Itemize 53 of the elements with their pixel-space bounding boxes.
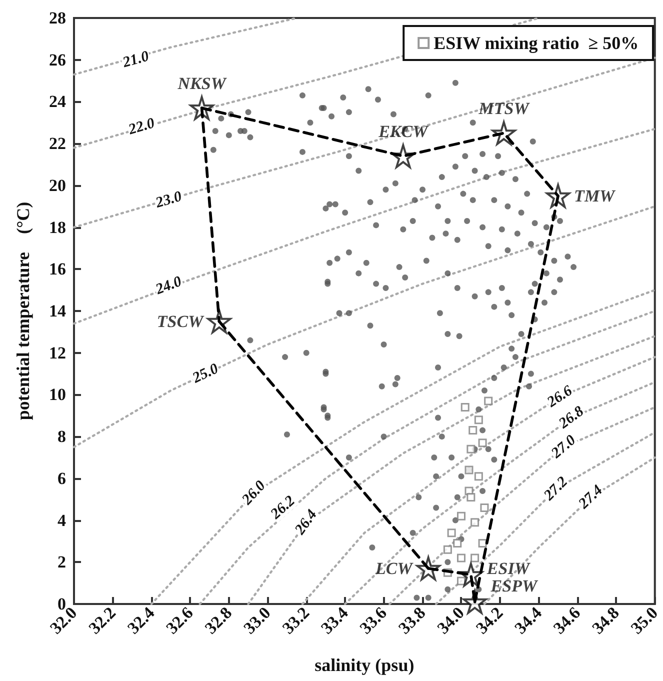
y-tick-label: 6 xyxy=(58,468,66,488)
x-tick-label: 33.6 xyxy=(356,603,391,638)
x-tick-label: 32.6 xyxy=(162,603,197,638)
series-label: EKCW xyxy=(378,122,430,142)
x-tick-label: 34.6 xyxy=(550,603,584,638)
y-tick-label: 26 xyxy=(49,50,66,70)
annotation: 23.0 xyxy=(153,188,184,212)
y-tick-label: 0 xyxy=(58,594,66,614)
series-label: MTSW xyxy=(478,99,531,118)
y-tick-label: 24 xyxy=(49,92,66,112)
annotation: 27.4 xyxy=(575,482,606,513)
annotation: 26.8 xyxy=(555,403,588,433)
series-label: ESIW xyxy=(486,559,532,578)
annotation: 24.0 xyxy=(152,274,184,298)
series-label: LCW xyxy=(374,558,414,578)
x-tick-label: 32.2 xyxy=(84,603,120,638)
y-tick-label: 12 xyxy=(49,343,66,362)
x-tick-label: 34.2 xyxy=(472,603,507,638)
annotation: 26.6 xyxy=(544,382,576,412)
y-tick-label: 4 xyxy=(58,510,66,530)
series-label: TSCW xyxy=(156,312,206,331)
annotation: 26.2 xyxy=(267,492,299,524)
annotation: 22.0 xyxy=(126,115,158,138)
x-tick-label: 33.8 xyxy=(394,603,430,638)
legend-label: ESIW mixing ratio ≥ 50% xyxy=(434,33,639,53)
x-tick-label: 35.0 xyxy=(627,603,662,638)
y-tick-label: 22 xyxy=(49,134,66,154)
x-tick-label: 33.4 xyxy=(317,602,352,638)
x-tick-label: 34.8 xyxy=(588,603,623,638)
x-tick-label: 32.4 xyxy=(124,602,159,638)
annotation: 27.2 xyxy=(540,474,572,505)
annotation: 25.0 xyxy=(189,360,222,388)
series-label: ESPW xyxy=(490,576,539,596)
x-tick-label: 32.8 xyxy=(201,603,236,638)
x-tick-label: 33.2 xyxy=(278,603,314,638)
y-tick-label: 8 xyxy=(58,427,66,446)
x-tick-label: 34.0 xyxy=(434,603,468,638)
x-axis-title: salinity (psu) xyxy=(314,655,414,675)
series-label: TMW xyxy=(574,186,617,206)
y-tick-label: 10 xyxy=(49,385,66,404)
y-tick-label: 20 xyxy=(49,176,66,195)
y-axis-title: potential temperature (°C) xyxy=(13,202,33,420)
y-tick-label: 18 xyxy=(49,218,66,237)
x-tick-label: 34.4 xyxy=(510,602,546,638)
x-tick-label: 33.0 xyxy=(240,603,274,638)
annotation: 21.0 xyxy=(120,48,152,72)
y-tick-label: 14 xyxy=(49,302,66,320)
y-tick-label: 28 xyxy=(49,8,66,28)
annotation: 27.0 xyxy=(548,432,580,462)
y-tick-label: 2 xyxy=(58,552,66,572)
annotation: 26.0 xyxy=(238,478,270,509)
series-label: NKSW xyxy=(176,74,228,93)
y-tick-label: 16 xyxy=(49,260,66,279)
